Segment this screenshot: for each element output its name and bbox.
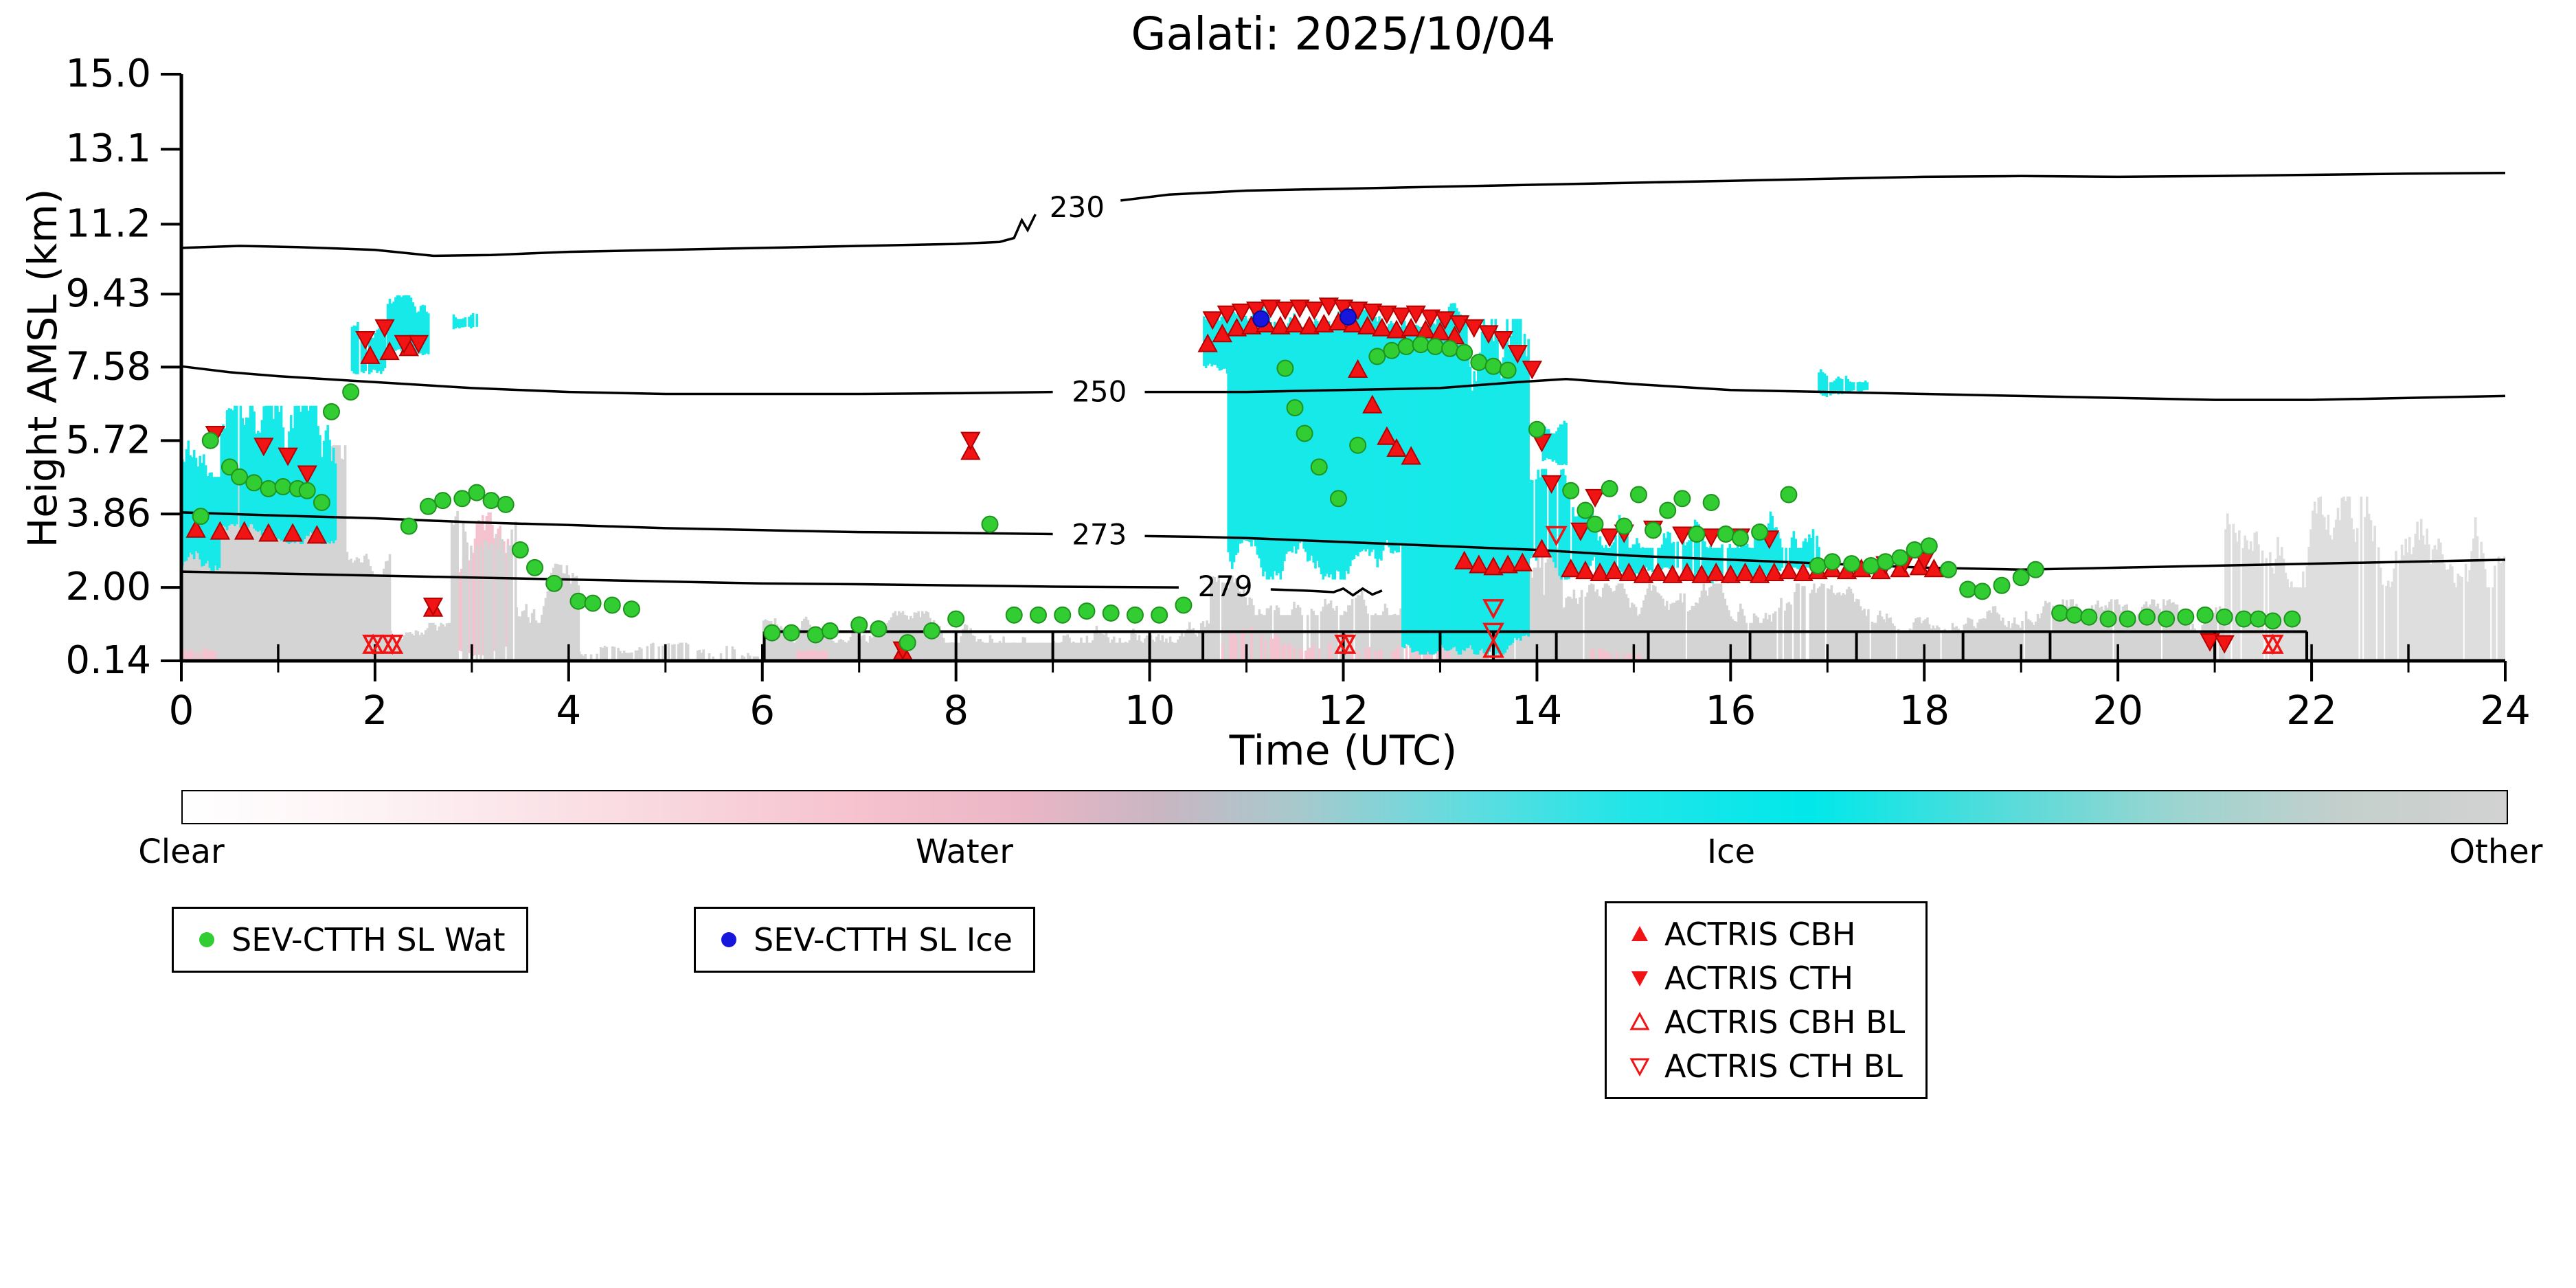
legend-row-actris-cth: ACTRIS CTH [1627,960,1905,997]
legend-row-sev-wat: SEV-CTTH SL Wat [194,921,506,958]
colorbar-label-ice: Ice [1706,833,1756,871]
plot-canvas: 2302502732790.142.003.865.727.589.4311.2… [65,52,2531,734]
svg-text:24: 24 [2480,687,2531,734]
svg-text:273: 273 [1072,518,1127,552]
legend-label-actris-cth-bl: ACTRIS CTH BL [1664,1048,1903,1085]
series-actris-cth-bl [362,526,2284,655]
legend-row-actris-cth-bl: ACTRIS CTH BL [1627,1048,1905,1085]
svg-text:2.00: 2.00 [65,565,151,609]
chart-title: Galati: 2025/10/04 [1131,8,1556,60]
red-open-triangle-down-icon [1629,1058,1650,1077]
svg-text:279: 279 [1197,569,1252,603]
legend-label-sev-wat: SEV-CTTH SL Wat [231,921,506,958]
colorbar-label-water: Water [916,833,1013,871]
svg-text:2: 2 [362,687,387,734]
legend-label-actris-cth: ACTRIS CTH [1664,960,1854,997]
blue-circle-icon [721,932,736,947]
legend-label-actris-cbh-bl: ACTRIS CBH BL [1664,1004,1906,1041]
svg-text:5.72: 5.72 [65,418,151,462]
series-sev-ctth-sl-ice [1252,308,1357,328]
svg-text:14: 14 [1512,687,1563,734]
legend-box-actris: ACTRIS CBH ACTRIS CTH ACTRIS CBH BL ACTR… [1605,901,1928,1099]
svg-text:16: 16 [1705,687,1756,734]
svg-text:4: 4 [556,687,581,734]
svg-text:12: 12 [1318,687,1369,734]
svg-text:9.43: 9.43 [65,271,151,316]
red-triangle-up-icon [1631,926,1648,941]
x-axis-label: Time (UTC) [1229,727,1458,775]
svg-text:11.2: 11.2 [65,201,151,246]
svg-text:22: 22 [2286,687,2337,734]
svg-text:0.14: 0.14 [65,638,151,683]
svg-text:10: 10 [1125,687,1175,734]
legend-box-sev-wat: SEV-CTTH SL Wat [172,907,528,973]
svg-text:8: 8 [943,687,969,734]
svg-text:15.0: 15.0 [65,52,151,96]
legend-row-actris-cbh: ACTRIS CBH [1627,916,1905,953]
y-axis-label: Height AMSL (km) [19,188,66,548]
legend-row-actris-cbh-bl: ACTRIS CBH BL [1627,1004,1905,1041]
svg-text:0: 0 [169,687,194,734]
background-mask [181,295,2505,661]
legend-label-sev-ice: SEV-CTTH SL Ice [754,921,1013,958]
green-circle-icon [199,932,214,947]
legend-label-actris-cbh: ACTRIS CBH [1664,916,1856,953]
legend-row-sev-ice: SEV-CTTH SL Ice [716,921,1013,958]
svg-text:3.86: 3.86 [65,491,151,536]
baseline-overlay [277,630,2410,661]
svg-text:230: 230 [1050,190,1105,224]
svg-text:13.1: 13.1 [65,126,151,171]
svg-text:20: 20 [2092,687,2143,734]
red-triangle-down-icon [1631,971,1648,986]
svg-text:6: 6 [749,687,775,734]
classification-colorbar [181,790,2508,824]
colorbar-label-other: Other [2449,833,2543,871]
contour-lines: 230 250 273 279 [181,171,2506,603]
svg-text:18: 18 [1899,687,1950,734]
colorbar-label-clear: Clear [138,833,225,871]
svg-text:7.58: 7.58 [65,344,151,389]
red-open-triangle-up-icon [1629,1011,1650,1030]
svg-text:250: 250 [1072,375,1127,409]
series-sev-ctth-sl-wat [192,336,2301,652]
legend-box-sev-ice: SEV-CTTH SL Ice [694,907,1035,973]
